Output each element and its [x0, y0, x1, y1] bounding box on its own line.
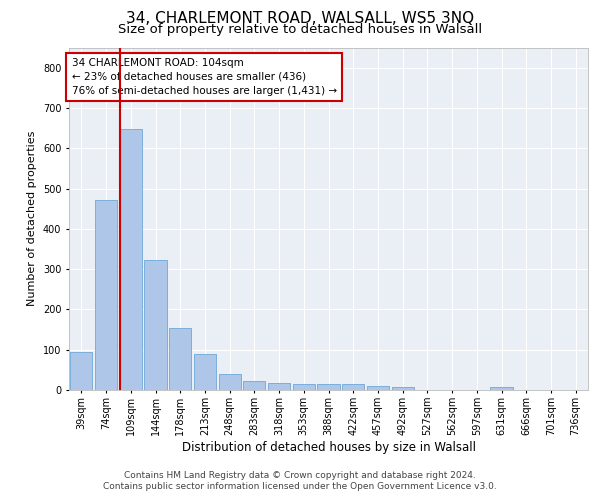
- Text: Contains HM Land Registry data © Crown copyright and database right 2024.: Contains HM Land Registry data © Crown c…: [124, 471, 476, 480]
- Bar: [169, 328, 191, 390]
- Text: 34, CHARLEMONT ROAD, WALSALL, WS5 3NQ: 34, CHARLEMONT ROAD, WALSALL, WS5 3NQ: [126, 11, 474, 26]
- Bar: [243, 381, 265, 390]
- Bar: [218, 374, 241, 390]
- Bar: [268, 382, 290, 390]
- Text: Size of property relative to detached houses in Walsall: Size of property relative to detached ho…: [118, 22, 482, 36]
- Bar: [95, 200, 117, 390]
- Bar: [145, 260, 167, 390]
- Bar: [392, 387, 414, 390]
- Bar: [194, 354, 216, 390]
- Bar: [70, 352, 92, 390]
- X-axis label: Distribution of detached houses by size in Walsall: Distribution of detached houses by size …: [182, 440, 476, 454]
- Bar: [293, 384, 315, 390]
- Bar: [490, 387, 512, 390]
- Text: 34 CHARLEMONT ROAD: 104sqm
← 23% of detached houses are smaller (436)
76% of sem: 34 CHARLEMONT ROAD: 104sqm ← 23% of deta…: [71, 58, 337, 96]
- Bar: [342, 384, 364, 390]
- Bar: [119, 129, 142, 390]
- Bar: [317, 384, 340, 390]
- Text: Contains public sector information licensed under the Open Government Licence v3: Contains public sector information licen…: [103, 482, 497, 491]
- Y-axis label: Number of detached properties: Number of detached properties: [28, 131, 37, 306]
- Bar: [367, 386, 389, 390]
